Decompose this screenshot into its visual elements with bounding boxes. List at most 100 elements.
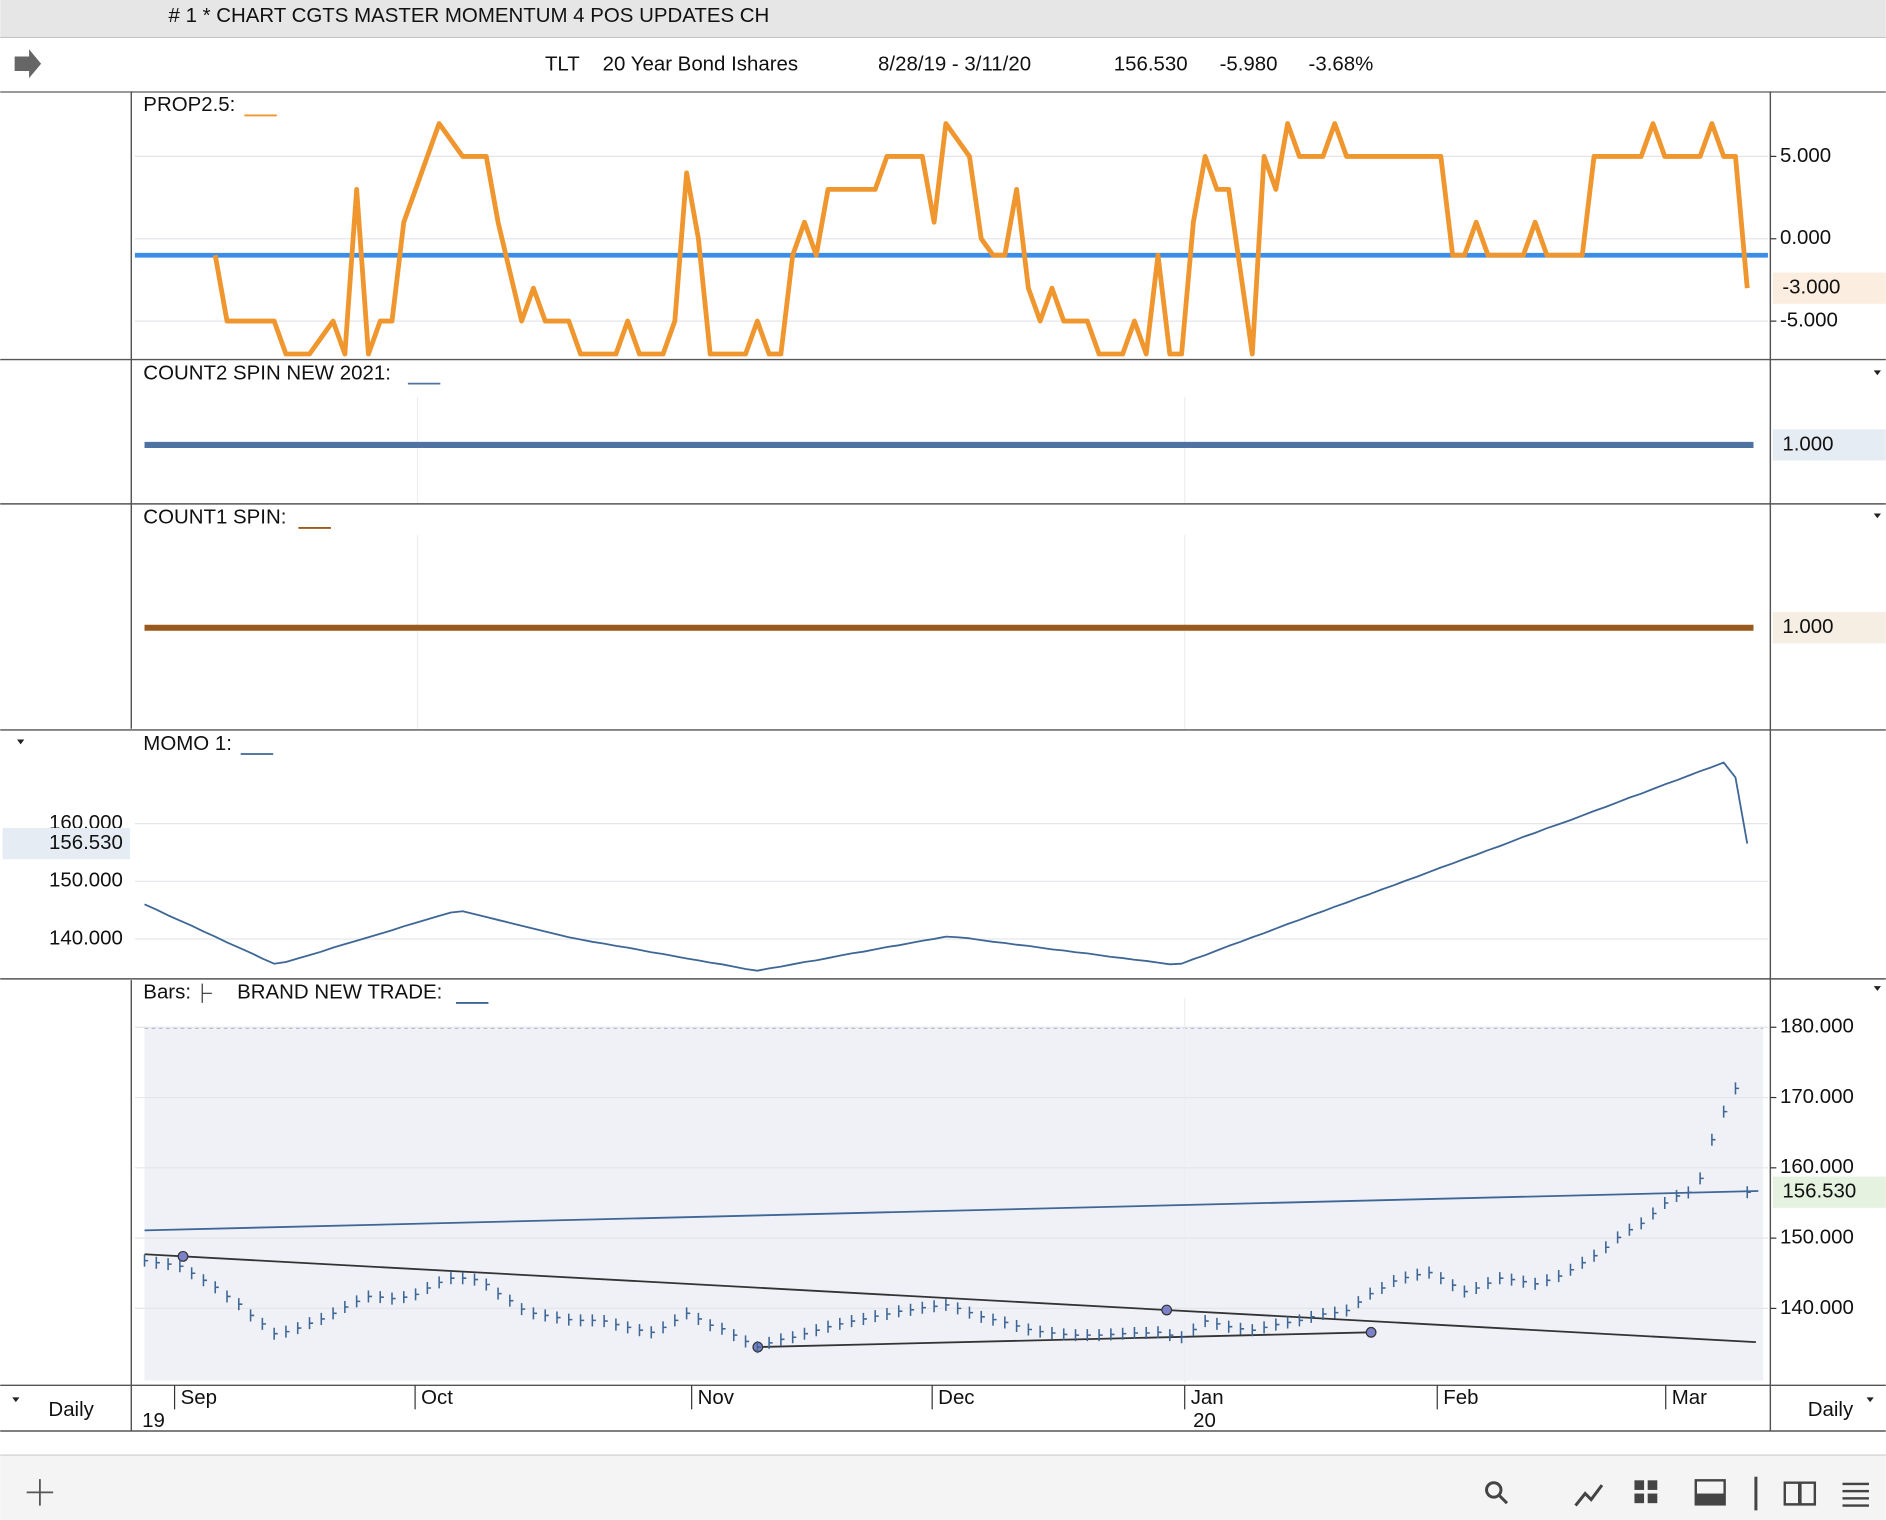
price-bar (945, 1298, 950, 1311)
price-bar (1239, 1322, 1245, 1335)
price-bar (626, 1321, 632, 1334)
price-bar (732, 1329, 738, 1342)
trendline-handle (177, 1250, 189, 1262)
period-label[interactable]: Daily (48, 1398, 94, 1421)
last-price: 156.530 (1114, 52, 1188, 75)
price-bar (1286, 1316, 1292, 1329)
price-bar (1416, 1268, 1421, 1281)
price-bar (1498, 1272, 1504, 1285)
price-bar (1074, 1329, 1080, 1342)
moving-average (144, 1190, 1759, 1232)
x-tick-label: Oct (421, 1386, 453, 1409)
price-bar (780, 1333, 785, 1346)
price-bar (1404, 1271, 1410, 1284)
y-tick-label: 0.000 (1780, 226, 1831, 249)
price-bar (509, 1294, 514, 1307)
price-bar (1216, 1317, 1221, 1330)
price-bar (1133, 1326, 1139, 1340)
price-bar (403, 1291, 408, 1304)
price-bar (685, 1307, 691, 1320)
price-bar (155, 1256, 160, 1269)
panel-label: COUNT1 SPIN: (143, 506, 286, 529)
price-bar (1004, 1316, 1009, 1329)
price-bar (1640, 1217, 1645, 1230)
price-bar (803, 1327, 809, 1340)
price-bar (603, 1315, 608, 1328)
percent-change: -3.68% (1309, 52, 1374, 75)
price-bar (1334, 1306, 1339, 1319)
period-label[interactable]: Daily (1808, 1398, 1854, 1421)
price-bar (1310, 1310, 1315, 1323)
price-bar (862, 1312, 867, 1325)
price-bar (190, 1267, 196, 1280)
price-bar (1734, 1082, 1740, 1095)
price-bar (1581, 1256, 1586, 1269)
y-tick-label: 180.000 (1780, 1015, 1854, 1038)
price-bar (1051, 1326, 1056, 1340)
price-bar (1157, 1326, 1162, 1339)
price-bar (1428, 1266, 1433, 1279)
price-bar (1487, 1277, 1492, 1290)
price-bar (1687, 1186, 1692, 1199)
price-bar (1180, 1331, 1186, 1344)
y-tick-label: 150.000 (1780, 1226, 1854, 1249)
price-bar (238, 1298, 243, 1311)
price-bar (1605, 1241, 1610, 1254)
price-bar (1675, 1189, 1681, 1202)
panel-label: MOMO 1: (143, 732, 232, 755)
price-bar (968, 1306, 974, 1319)
y-tick-label: 140.000 (1780, 1296, 1854, 1319)
price-bar (426, 1282, 431, 1295)
price-bar (1192, 1323, 1197, 1336)
price-bar (473, 1273, 479, 1286)
price-bar (1652, 1207, 1657, 1220)
price-bar (1345, 1304, 1351, 1317)
y-tick-label: -5.000 (1780, 309, 1838, 332)
price-bar (874, 1310, 879, 1323)
panel-label: PROP2.5: (143, 93, 235, 116)
price-bar (332, 1307, 337, 1320)
price-bar (167, 1258, 172, 1271)
price-bar (1546, 1274, 1551, 1287)
price-bar (1381, 1282, 1386, 1295)
price-bar (1086, 1329, 1091, 1342)
price-bar (1534, 1277, 1539, 1290)
panel-label: COUNT2 SPIN NEW 2021: (143, 361, 391, 384)
arrow-button[interactable] (14, 49, 42, 79)
price-bar (662, 1321, 667, 1334)
price-bar (1039, 1325, 1044, 1338)
value-readout-label: 1.000 (1782, 615, 1833, 638)
price-bar (638, 1324, 644, 1337)
price-bar (815, 1324, 820, 1337)
value-readout (1772, 429, 1886, 461)
price-bar (1098, 1329, 1103, 1342)
toolbar-icons[interactable] (1485, 1476, 1758, 1511)
price-bar (450, 1272, 455, 1285)
y-tick-label: 160.000 (1780, 1155, 1854, 1178)
price-bar (179, 1260, 184, 1273)
price-bar (285, 1325, 290, 1338)
price-bar (897, 1305, 903, 1318)
add-button[interactable] (26, 1479, 54, 1506)
price-bar (1569, 1263, 1575, 1276)
price-bar (1663, 1196, 1669, 1209)
price-bar (1510, 1273, 1516, 1286)
price-bar (414, 1288, 420, 1301)
x-tick-label: Feb (1443, 1386, 1478, 1409)
price-bar (1227, 1320, 1233, 1333)
study-label: BRAND NEW TRADE: (237, 981, 442, 1004)
price-bar (344, 1300, 349, 1314)
price-bar (1475, 1282, 1480, 1295)
toolbar-icons[interactable] (1634, 1479, 1869, 1507)
price-bar (1440, 1272, 1445, 1285)
price-bar (532, 1307, 538, 1320)
frames (0, 91, 1886, 1432)
price-bar (1357, 1296, 1362, 1309)
y-tick-label: 150.000 (49, 869, 123, 892)
price-bar (1322, 1308, 1327, 1321)
price-bar (650, 1326, 655, 1339)
price-bar (1251, 1324, 1256, 1337)
price-bar (1557, 1270, 1563, 1283)
price-bar (1593, 1249, 1598, 1262)
